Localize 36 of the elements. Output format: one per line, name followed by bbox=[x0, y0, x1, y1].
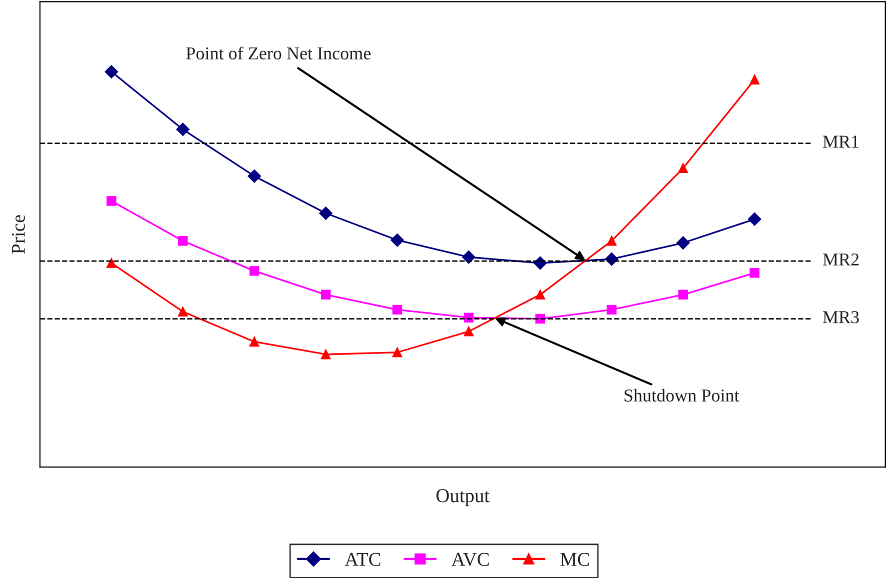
point bbox=[392, 348, 402, 358]
annotation: Shutdown Point bbox=[624, 388, 740, 402]
point bbox=[748, 212, 762, 226]
point bbox=[249, 266, 260, 276]
y-axis-title: Price bbox=[12, 215, 25, 254]
point bbox=[750, 268, 760, 278]
legend-label: MC bbox=[560, 552, 590, 566]
point bbox=[248, 169, 261, 183]
point bbox=[178, 306, 188, 317]
legend-label: AVC bbox=[451, 552, 489, 566]
point bbox=[464, 326, 474, 336]
point bbox=[106, 196, 116, 206]
point bbox=[606, 236, 617, 246]
point bbox=[104, 65, 118, 78]
point bbox=[320, 290, 331, 300]
point bbox=[249, 336, 260, 347]
legend-label: ATC bbox=[344, 552, 380, 566]
text: Point of Zero Net Income bbox=[186, 46, 371, 60]
point bbox=[320, 349, 331, 360]
point bbox=[106, 258, 116, 268]
point bbox=[535, 290, 546, 300]
ref-line-label: MR1 bbox=[822, 136, 858, 148]
x-axis-title: Output bbox=[436, 489, 490, 506]
point bbox=[319, 206, 332, 220]
point bbox=[390, 234, 404, 247]
point bbox=[750, 74, 760, 84]
point bbox=[392, 304, 402, 315]
point bbox=[678, 290, 688, 300]
ref-line-label: MR3 bbox=[822, 311, 859, 324]
point bbox=[178, 236, 188, 246]
point bbox=[606, 304, 617, 315]
ref-line-label: MR2 bbox=[822, 253, 859, 266]
point bbox=[462, 250, 476, 264]
point bbox=[676, 236, 690, 250]
point bbox=[678, 163, 688, 174]
point bbox=[176, 122, 190, 136]
